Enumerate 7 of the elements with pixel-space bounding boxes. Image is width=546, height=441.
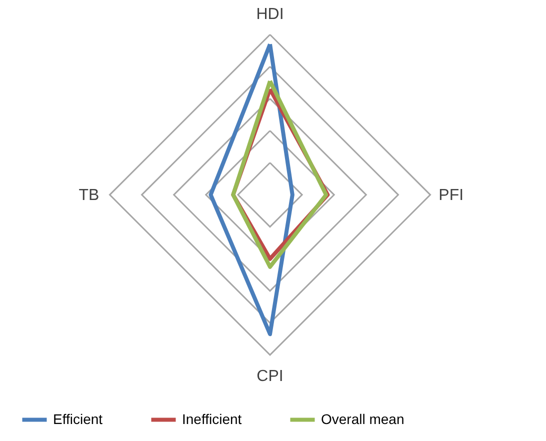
spoke-label: CPI: [256, 368, 284, 385]
legend-label: Overall mean: [321, 410, 404, 427]
spoke-label: PFI: [438, 186, 464, 204]
legend-label: Efficient: [53, 410, 103, 427]
spoke-label: TB: [78, 186, 100, 204]
spoke-label: HDI: [256, 6, 284, 23]
legend-label: Inefficient: [182, 410, 242, 427]
